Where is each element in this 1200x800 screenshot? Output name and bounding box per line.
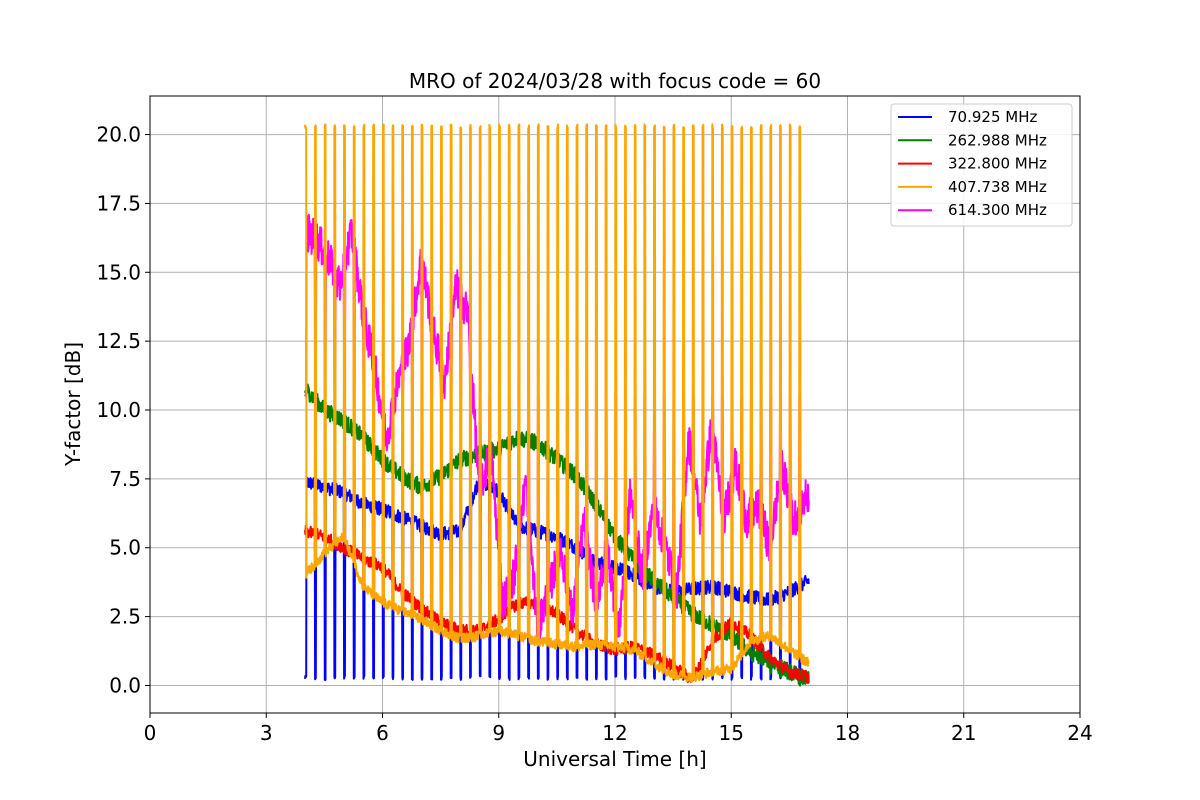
y-tick-label: 7.5 [109, 467, 141, 491]
legend-box [890, 103, 1073, 227]
x-tick-label: 24 [1067, 721, 1092, 745]
y-axis-label: Y-factor [dB] [61, 342, 85, 467]
chart-title: MRO of 2024/03/28 with focus code = 60 [409, 69, 821, 93]
x-axis-label: Universal Time [h] [523, 747, 706, 771]
y-tick-label: 5.0 [109, 536, 141, 560]
y-tick-label: 0.0 [109, 673, 141, 697]
x-axis: 0 3 6 9 12 15 18 21 24 [144, 713, 1093, 745]
x-tick-label: 6 [376, 721, 389, 745]
y-tick-label: 15.0 [96, 260, 141, 284]
series-layer [304, 123, 810, 687]
legend: 70.925 MHz 262.988 MHz 322.800 MHz 407.738 … [890, 103, 1073, 227]
legend-label: 70.925 MHz [948, 108, 1037, 126]
legend-label: 322.800 MHz [948, 155, 1047, 173]
y-tick-label: 17.5 [96, 191, 141, 215]
x-tick-label: 21 [951, 721, 976, 745]
legend-label: 262.988 MHz [948, 131, 1047, 149]
x-tick-label: 18 [835, 721, 860, 745]
x-tick-label: 3 [260, 721, 273, 745]
x-tick-label: 12 [602, 721, 627, 745]
legend-label: 614.300 MHz [948, 201, 1047, 219]
y-tick-label: 2.5 [109, 605, 141, 629]
y-axis: 0.0 2.5 5.0 7.5 10.0 12.5 15.0 17.5 20.0 [96, 123, 150, 697]
legend-label: 407.738 MHz [948, 178, 1047, 196]
series-line-3 [304, 123, 810, 683]
y-tick-label: 12.5 [96, 329, 141, 353]
x-tick-label: 9 [492, 721, 505, 745]
y-tick-label: 20.0 [96, 123, 141, 147]
x-tick-label: 0 [144, 721, 157, 745]
plot-series-group [304, 123, 810, 687]
y-tick-label: 10.0 [96, 398, 141, 422]
x-tick-label: 15 [719, 721, 744, 745]
